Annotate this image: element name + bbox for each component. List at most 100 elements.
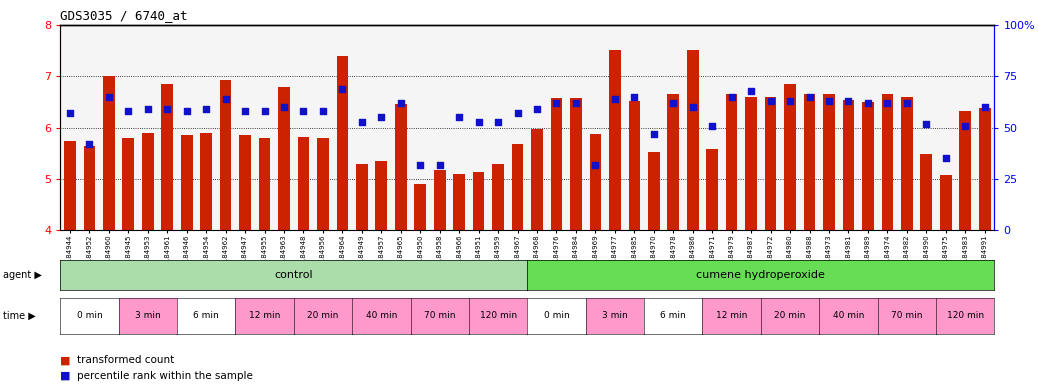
Point [101, 94, 117, 100]
Bar [434, 170, 445, 230]
Text: transformed count: transformed count [77, 355, 174, 365]
Point [159, 106, 175, 112]
Bar [376, 161, 387, 230]
Point [412, 162, 429, 168]
Text: ■: ■ [60, 371, 71, 381]
Point [528, 106, 545, 112]
Point [957, 122, 974, 129]
Point [568, 100, 584, 106]
Bar [531, 129, 543, 230]
Point [510, 110, 526, 116]
Bar [551, 98, 563, 230]
Text: GDS3035 / 6740_at: GDS3035 / 6740_at [60, 9, 188, 22]
Point [704, 122, 720, 129]
Text: 120 min: 120 min [947, 311, 984, 320]
Bar [220, 80, 231, 230]
Bar [473, 172, 485, 230]
Point [859, 100, 876, 106]
Bar [454, 174, 465, 230]
Point [840, 98, 856, 104]
Text: ■: ■ [60, 355, 71, 365]
Point [684, 104, 701, 110]
Point [392, 100, 409, 106]
Bar [162, 84, 173, 230]
Bar [512, 144, 523, 230]
Bar [103, 76, 114, 230]
Point [139, 106, 156, 112]
Point [879, 100, 896, 106]
Bar [590, 134, 601, 230]
Point [120, 108, 137, 114]
Point [315, 108, 331, 114]
Bar [745, 97, 757, 230]
Point [548, 100, 565, 106]
Point [918, 121, 934, 127]
Point [450, 114, 467, 121]
Text: 3 min: 3 min [135, 311, 161, 320]
Point [762, 98, 778, 104]
Bar [823, 94, 835, 230]
Point [217, 96, 234, 102]
Point [81, 141, 98, 147]
Point [821, 98, 838, 104]
Text: 3 min: 3 min [602, 311, 628, 320]
Text: 40 min: 40 min [832, 311, 864, 320]
Bar [803, 94, 816, 230]
Bar [785, 84, 796, 230]
Text: percentile rank within the sample: percentile rank within the sample [77, 371, 252, 381]
Bar [83, 146, 95, 230]
Bar [122, 138, 134, 230]
Point [490, 118, 507, 124]
Point [606, 96, 623, 102]
Text: 0 min: 0 min [544, 311, 570, 320]
Point [276, 104, 293, 110]
Point [801, 94, 818, 100]
Bar [609, 50, 621, 230]
Bar [181, 136, 193, 230]
Point [198, 106, 215, 112]
Bar [765, 97, 776, 230]
Point [646, 131, 662, 137]
Point [899, 100, 916, 106]
Bar [843, 101, 854, 230]
Point [373, 114, 389, 121]
Bar [142, 133, 154, 230]
Point [256, 108, 273, 114]
Bar [356, 164, 367, 230]
Text: 20 min: 20 min [307, 311, 338, 320]
Text: agent ▶: agent ▶ [3, 270, 42, 280]
Bar [881, 94, 894, 230]
Text: 6 min: 6 min [193, 311, 219, 320]
Point [937, 156, 954, 162]
Bar [940, 175, 952, 230]
Bar [492, 164, 504, 230]
Bar [707, 149, 718, 230]
Bar [979, 108, 990, 230]
Text: 70 min: 70 min [891, 311, 923, 320]
Point [432, 162, 448, 168]
Bar [901, 97, 912, 230]
Text: time ▶: time ▶ [3, 311, 36, 321]
Bar [239, 136, 251, 230]
Bar [200, 133, 212, 230]
Point [237, 108, 253, 114]
Bar [336, 56, 349, 230]
Point [295, 108, 311, 114]
Bar [278, 87, 290, 230]
Bar [959, 111, 972, 230]
Text: 40 min: 40 min [365, 311, 397, 320]
Text: control: control [274, 270, 313, 280]
Text: 20 min: 20 min [774, 311, 805, 320]
Point [626, 94, 643, 100]
Bar [298, 137, 309, 230]
Bar [687, 50, 699, 230]
Bar [862, 102, 874, 230]
Bar [318, 138, 329, 230]
Point [179, 108, 195, 114]
Bar [648, 152, 660, 230]
Point [665, 100, 682, 106]
Text: 6 min: 6 min [660, 311, 686, 320]
Text: 0 min: 0 min [77, 311, 103, 320]
Bar [629, 101, 640, 230]
Point [470, 118, 487, 124]
